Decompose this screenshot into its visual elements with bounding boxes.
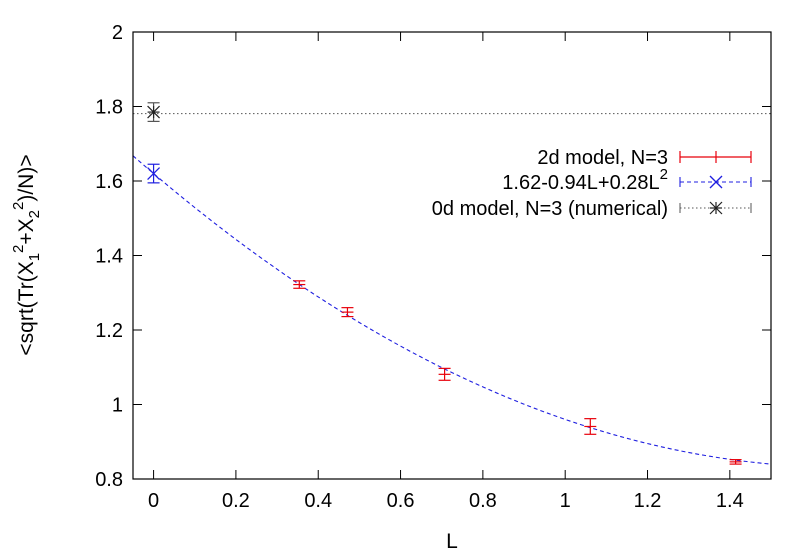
x-tick-label: 0	[148, 490, 159, 512]
y-axis-label: <sqrt(Tr(X12+X22)/N)>	[10, 154, 43, 355]
plot-frame	[132, 31, 772, 480]
x-tick-label: 0.8	[469, 490, 497, 512]
x-tick-label: 0.2	[222, 490, 250, 512]
y-tick-label: 0.8	[95, 469, 123, 491]
y-tick-label: 2	[112, 22, 123, 44]
y-tick-label: 1.2	[95, 320, 123, 342]
x-tick-label: 1	[560, 490, 571, 512]
legend-sample-fit-mark	[709, 175, 723, 189]
marker-stroke	[147, 105, 161, 119]
legend-label-0d: 0d model, N=3 (numerical)	[432, 198, 668, 220]
series-2d-point	[438, 367, 451, 381]
y-tick-label: 1.6	[95, 171, 123, 193]
legend-label-fit: 1.62-0.94L+0.28L2	[502, 166, 668, 194]
series-fit-curve	[132, 155, 772, 465]
x-tick-label: 1.4	[716, 490, 744, 512]
y-tick-label: 1.8	[95, 97, 123, 119]
y-tick-label: 1.4	[95, 246, 123, 268]
plot-area-data	[132, 102, 772, 465]
series-2d-point	[584, 418, 597, 435]
series-0d-point	[147, 102, 161, 123]
series-2d-point	[729, 459, 742, 465]
series-2d-point	[341, 307, 354, 318]
marker-stroke	[147, 167, 161, 181]
x-tick-label: 0.6	[387, 490, 415, 512]
series-2d-point	[293, 280, 306, 289]
legend-label-2d: 2d model, N=3	[537, 147, 668, 169]
x-axis-ticks: 0 0.2 0.4 0.6 0.8 1 1.2 1.4	[148, 32, 744, 512]
x-tick-label: 0.4	[304, 490, 332, 512]
y-axis-ticks: 0.8 1 1.2 1.4 1.6 1.8 2	[95, 22, 771, 491]
legend-sample-0d-mark	[709, 201, 723, 215]
x-axis-label: L	[446, 530, 458, 553]
series-fit-point	[147, 163, 161, 184]
legend: 2d model, N=31.62-0.94L+0.28L2 0d model, …	[432, 147, 752, 220]
x-tick-label: 1.2	[634, 490, 662, 512]
y-tick-label: 1	[112, 395, 123, 417]
